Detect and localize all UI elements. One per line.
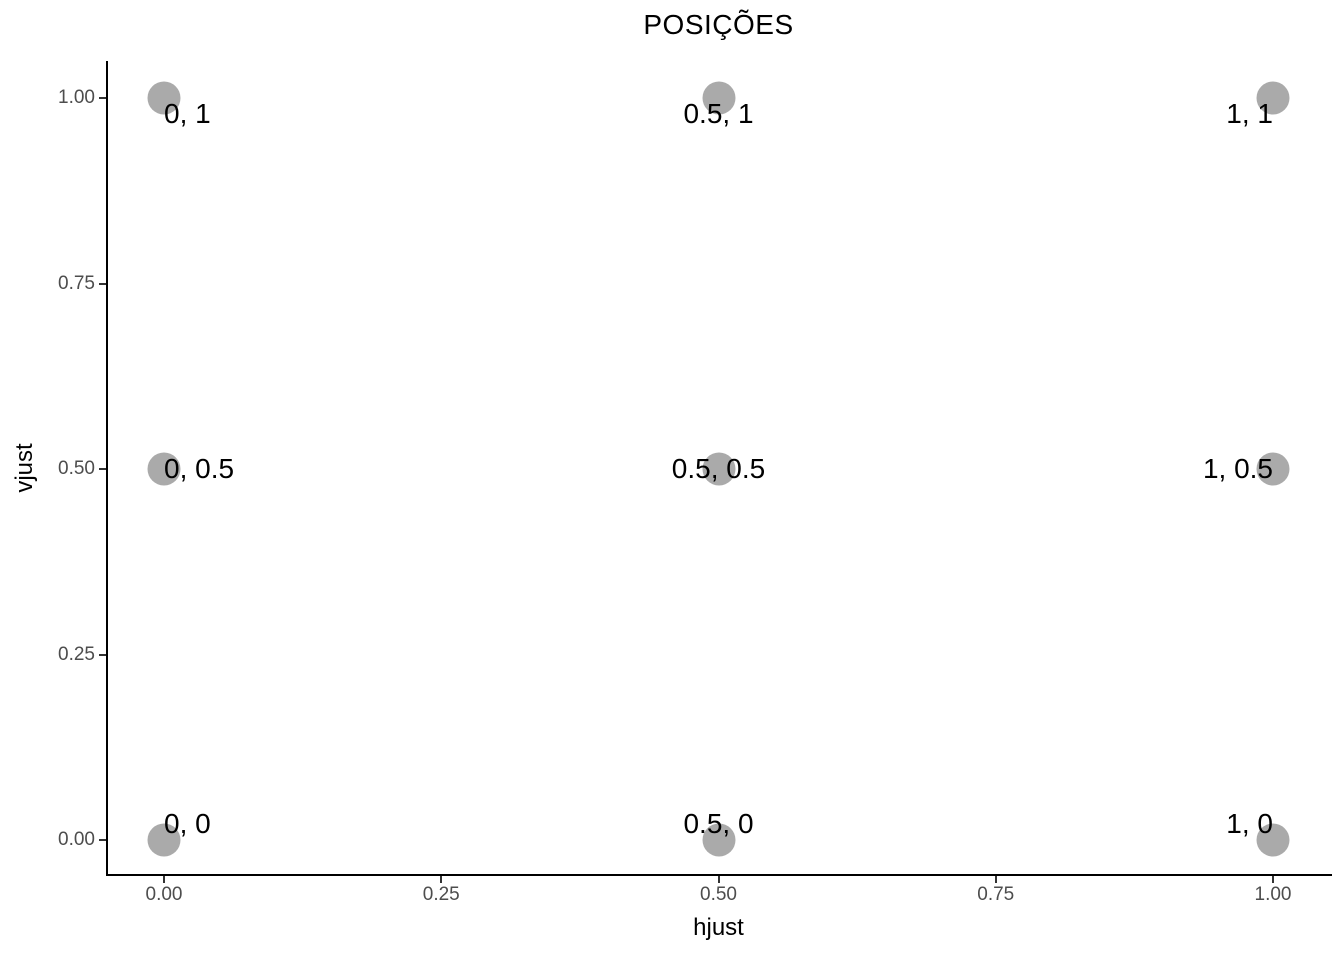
- y-tick-label: 0.00: [58, 829, 95, 850]
- y-tick-mark: [99, 839, 106, 841]
- x-tick-mark: [1272, 876, 1274, 883]
- y-tick-label: 0.50: [58, 458, 95, 479]
- y-tick-label: 0.25: [58, 643, 95, 665]
- y-tick-mark: [99, 653, 106, 656]
- x-tick-label: 0.75: [977, 884, 1015, 905]
- data-point: [147, 823, 181, 857]
- data-point: [702, 452, 735, 486]
- y-tick-label: 1.00: [58, 87, 95, 108]
- x-tick-label: 1.00: [1254, 884, 1292, 905]
- y-tick-mark: [99, 282, 106, 285]
- y-axis-line: [106, 61, 108, 876]
- y-tick-mark: [99, 97, 106, 99]
- y-axis-title: vjust: [11, 443, 38, 493]
- point-label: 0.5, 1: [683, 98, 754, 129]
- y-tick-mark: [99, 468, 106, 470]
- x-tick-mark: [994, 876, 997, 883]
- point-label: 0, 0.5: [164, 452, 235, 484]
- point-label: 0.5, 0: [683, 807, 754, 839]
- x-tick-mark: [717, 876, 720, 883]
- data-point: [702, 81, 735, 115]
- data-point: [1256, 81, 1290, 115]
- x-axis-title: hjust: [693, 914, 744, 941]
- point-label: 0, 0: [164, 807, 211, 839]
- x-axis-line: [106, 874, 1332, 876]
- point-label: 1, 0.5: [1202, 452, 1273, 484]
- x-tick-mark: [163, 876, 165, 883]
- x-tick-label: 0.00: [145, 884, 183, 905]
- point-label: 0, 1: [164, 98, 211, 129]
- y-tick-label: 0.75: [58, 272, 95, 294]
- point-label: 0.5, 0.5: [671, 452, 766, 484]
- point-label: 1, 0: [1226, 807, 1273, 839]
- data-point: [702, 823, 735, 857]
- x-tick-label: 0.50: [700, 884, 737, 905]
- point-label: 1, 1: [1226, 98, 1273, 129]
- data-point: [147, 81, 181, 115]
- data-point: [1256, 823, 1290, 857]
- chart-title: POSIÇÕES: [643, 9, 794, 40]
- x-tick-mark: [440, 876, 443, 883]
- data-point: [1256, 452, 1290, 486]
- x-tick-label: 0.25: [422, 884, 460, 905]
- data-point: [147, 452, 181, 486]
